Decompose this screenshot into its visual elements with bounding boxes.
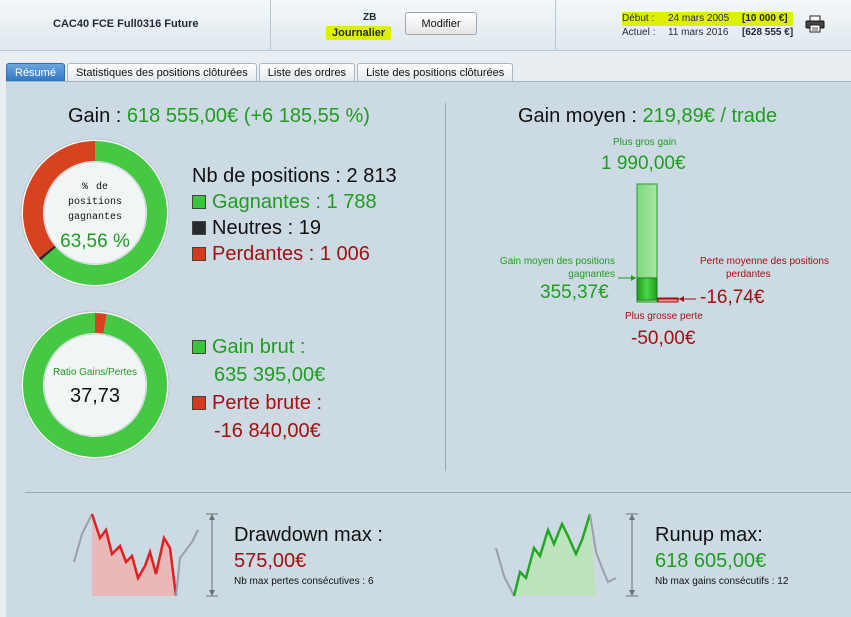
avg-losing-value: -16,74€ [700, 287, 765, 308]
start-label: Début : [622, 13, 655, 24]
green-square-icon [192, 195, 206, 209]
biggest-loss-value: -50,00€ [631, 328, 696, 349]
runup-title: Runup max: [655, 524, 763, 546]
ratio-caption: Ratio Gains/Pertes [53, 367, 137, 378]
runup-sparkline [495, 513, 638, 597]
date-range: Début : 24 mars 2005 [10 000 €] Actuel :… [622, 12, 794, 40]
average-gain: Gain moyen : 219,89€ / trade [518, 105, 777, 128]
horizontal-divider [25, 492, 851, 493]
biggest-gain-value: 1 990,00€ [601, 153, 686, 174]
avg-gain-value: 219,89€ / trade [642, 105, 778, 127]
header-strategy-cell: CAC40 FCE Full0316 Future [0, 0, 271, 50]
drawdown-title: Drawdown max : [234, 524, 383, 546]
header-symbol-cell [271, 0, 556, 50]
positions-losing-text: Perdantes : 1 006 [212, 243, 370, 265]
current-row: Actuel : 11 mars 2016 [628 555 €] [622, 26, 793, 40]
losing-segment [23, 141, 96, 259]
red-square-icon [192, 247, 206, 261]
green-square-icon [192, 340, 206, 354]
winning-segment [40, 141, 167, 285]
start-date: 24 mars 2005 [668, 13, 730, 24]
current-label: Actuel : [622, 27, 656, 38]
drawdown-sparkline [73, 513, 218, 597]
loss-range-bar [657, 297, 679, 303]
biggest-loss-label: Plus grosse perte [625, 311, 703, 322]
gross-loss: Perte brute : [192, 389, 325, 417]
vertical-divider [445, 103, 446, 471]
tab-closed-position-stats[interactable]: Statistiques des positions clôturées [66, 63, 257, 81]
gain-value: 618 555,00€ (+6 185,55 %) [126, 105, 370, 127]
win-rate-donut-chart [20, 138, 170, 288]
symbol-label: ZB [363, 12, 377, 23]
avg-winning-value: 355,37€ [540, 282, 609, 303]
ratio-value: 37,73 [69, 385, 121, 407]
gain-loss-ratio-donut: Ratio Gains/Pertes 37,73 [20, 310, 170, 460]
win-rate-value: 63,56 % [60, 231, 130, 252]
positions-losing: Perdantes : 1 006 [192, 241, 397, 267]
tab-bar: Résumé Statistiques des positions clôtur… [6, 63, 514, 81]
black-square-icon [192, 221, 206, 235]
avg-gain-bar [636, 277, 658, 301]
avg-winning-label-1: Gain moyen des positions [499, 256, 615, 267]
current-date: 11 mars 2016 [668, 27, 729, 38]
gain-range-bar [636, 183, 658, 303]
strategy-name: CAC40 FCE Full0316 Future [53, 18, 199, 30]
neutral-segment [38, 245, 56, 261]
avg-losing-label-1: Perte moyenne des positions [700, 256, 829, 267]
gain-segment [23, 313, 167, 457]
modify-button[interactable]: Modifier [405, 12, 477, 35]
win-rate-donut: % de positions gagnantes 63,56 % [20, 138, 170, 288]
positions-neutral-text: Neutres : 19 [212, 217, 321, 239]
gross-gain: Gain brut : [192, 333, 325, 361]
total-gain: Gain : 618 555,00€ (+6 185,55 %) [68, 105, 370, 128]
printer-icon[interactable] [805, 15, 825, 33]
gross-loss-value: -16 840,00€ [214, 420, 321, 442]
runup-sub: Nb max gains consécutifs : 12 [655, 576, 789, 587]
positions-winning-text: Gagnantes : 1 788 [212, 191, 377, 213]
trade-range-gauge [618, 183, 696, 303]
avg-losing-label-2: perdantes [726, 269, 771, 280]
avg-winning-label-2: gagnantes [568, 269, 615, 280]
gross-gain-value: 635 395,00€ [214, 364, 326, 386]
win-rate-caption: % de positions gagnantes [67, 182, 122, 223]
current-capital: [628 555 €] [742, 27, 794, 38]
positions-winning: Gagnantes : 1 788 [192, 189, 397, 215]
gain-label: Gain : [68, 105, 122, 127]
positions-total: Nb de positions : 2 813 [192, 165, 397, 187]
tab-resume[interactable]: Résumé [6, 63, 65, 81]
tab-closed-position-list[interactable]: Liste des positions clôturées [357, 63, 514, 81]
gross-loss-label: Perte brute : [212, 392, 323, 414]
red-square-icon [192, 396, 206, 410]
gross-gain-label: Gain brut : [212, 336, 306, 358]
drawdown-sub: Nb max pertes consécutives : 6 [234, 576, 374, 587]
start-capital: [10 000 €] [742, 13, 788, 24]
loss-segment [94, 313, 107, 334]
runup-value: 618 605,00€ [655, 550, 767, 572]
positions-stats: Nb de positions : 2 813 Gagnantes : 1 78… [192, 163, 397, 267]
start-row: Début : 24 mars 2005 [10 000 €] [622, 12, 794, 26]
positions-neutral: Neutres : 19 [192, 215, 397, 241]
gain-loss-ratio-donut-chart [20, 310, 170, 460]
period-label: Journalier [326, 26, 392, 40]
drawdown-value: 575,00€ [234, 550, 307, 572]
biggest-gain-label: Plus gros gain [613, 137, 677, 148]
gross-stats: Gain brut : 635 395,00€ Perte brute : -1… [192, 333, 325, 445]
tab-order-list[interactable]: Liste des ordres [258, 63, 356, 81]
avg-gain-label: Gain moyen : [518, 105, 637, 127]
